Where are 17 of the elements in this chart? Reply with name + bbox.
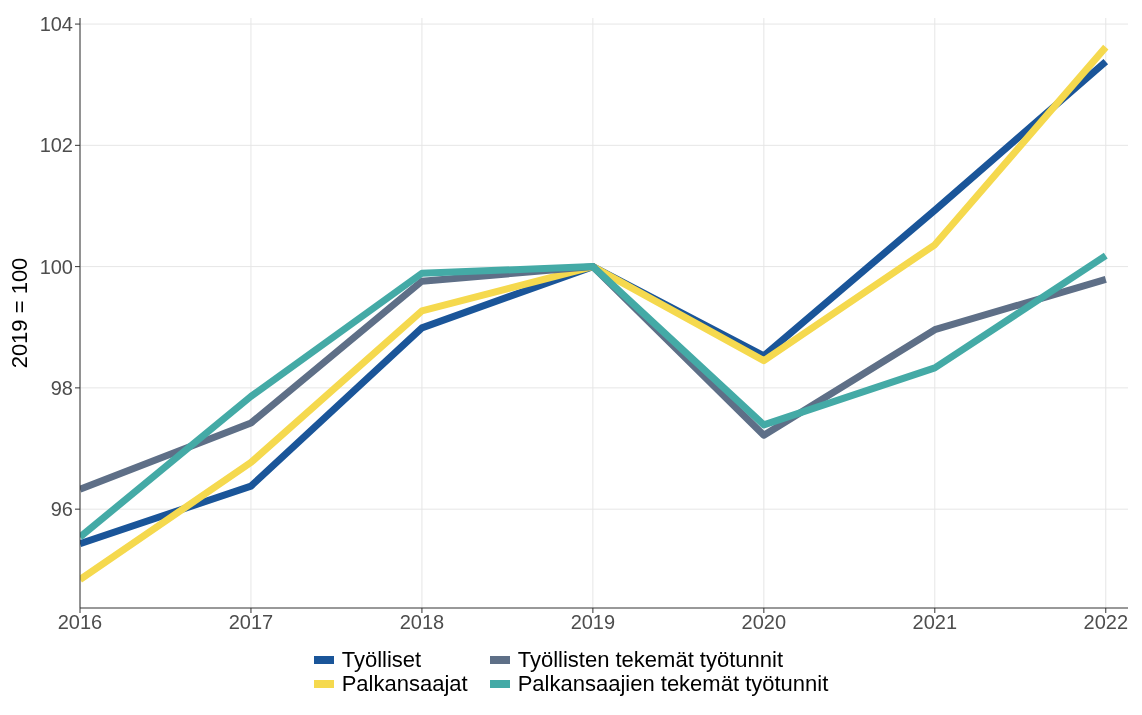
x-tick-label: 2017 (228, 611, 274, 634)
x-tick-label: 2020 (741, 611, 787, 634)
x-tick-label: 2018 (399, 611, 445, 634)
x-tick-label: 2022 (1083, 611, 1129, 634)
y-tick-label: 102 (39, 134, 73, 157)
y-axis-title: 2019 = 100 (6, 257, 32, 369)
x-tick-label: 2021 (912, 611, 958, 634)
legend-label: Palkansaajat (341, 671, 468, 696)
x-tick-label: 2016 (57, 611, 103, 634)
y-tick-label: 98 (50, 376, 73, 399)
legend-label: Palkansaajien tekemät työtunnit (517, 671, 829, 696)
y-tick-label: 96 (50, 498, 73, 521)
y-tick-label: 100 (39, 255, 73, 278)
x-tick-label: 2019 (570, 611, 616, 634)
legend-label: Työllisten tekemät työtunnit (517, 647, 784, 672)
legend-label: Työlliset (341, 647, 422, 672)
y-tick-label: 104 (39, 13, 73, 36)
